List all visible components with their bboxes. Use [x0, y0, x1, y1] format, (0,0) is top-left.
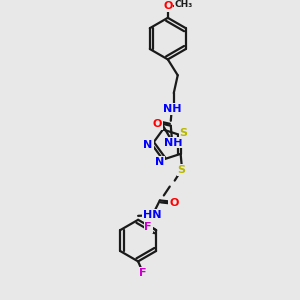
Text: N: N: [143, 140, 153, 149]
Text: F: F: [139, 268, 147, 278]
Text: HN: HN: [143, 210, 161, 220]
Text: NH: NH: [163, 104, 181, 114]
Text: O: O: [152, 119, 162, 129]
Text: F: F: [145, 222, 152, 232]
Text: S: S: [180, 128, 188, 138]
Text: N: N: [155, 157, 165, 166]
Text: S: S: [178, 165, 186, 175]
Text: O: O: [163, 1, 172, 11]
Text: CH₃: CH₃: [175, 0, 193, 9]
Text: O: O: [169, 198, 178, 208]
Text: NH: NH: [164, 138, 182, 148]
